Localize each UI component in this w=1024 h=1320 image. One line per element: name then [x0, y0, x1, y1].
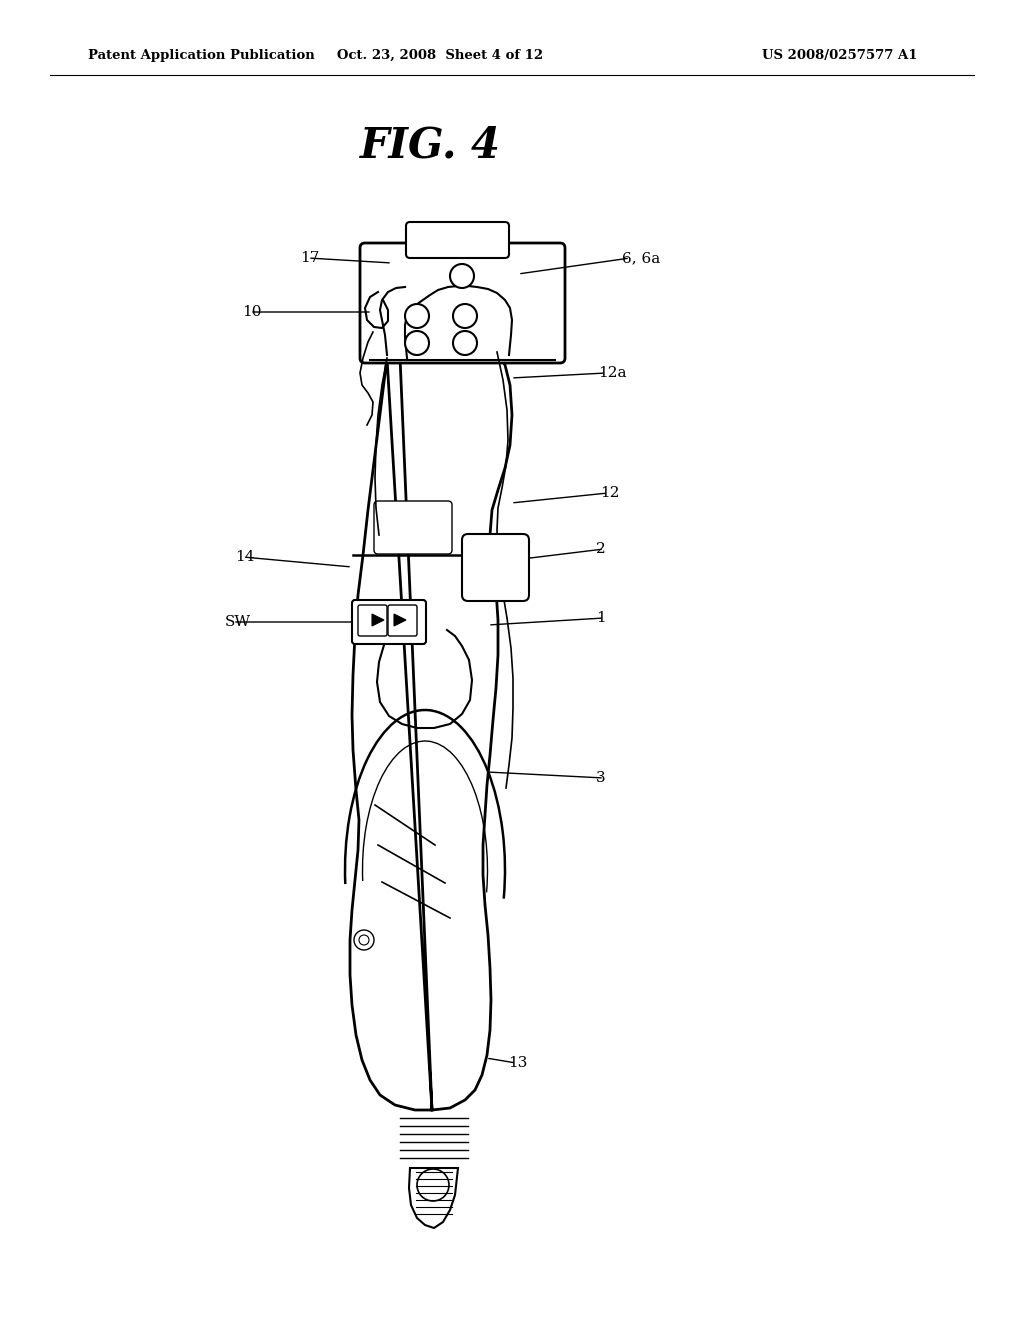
Text: SW: SW: [225, 615, 251, 630]
FancyBboxPatch shape: [462, 535, 529, 601]
FancyBboxPatch shape: [352, 601, 426, 644]
Circle shape: [417, 1170, 449, 1201]
Circle shape: [450, 264, 474, 288]
Text: Patent Application Publication: Patent Application Publication: [88, 49, 314, 62]
Text: 3: 3: [596, 771, 605, 785]
FancyBboxPatch shape: [360, 243, 565, 363]
Text: 14: 14: [234, 550, 255, 564]
Polygon shape: [372, 614, 384, 626]
FancyBboxPatch shape: [374, 502, 452, 554]
Text: 10: 10: [242, 305, 261, 319]
Circle shape: [354, 931, 374, 950]
Text: 12: 12: [600, 486, 620, 500]
Polygon shape: [350, 341, 512, 1110]
Text: US 2008/0257577 A1: US 2008/0257577 A1: [762, 49, 918, 62]
Text: 17: 17: [300, 251, 319, 265]
Text: 13: 13: [508, 1056, 527, 1071]
Polygon shape: [409, 1168, 458, 1228]
Circle shape: [406, 304, 429, 327]
Circle shape: [359, 935, 369, 945]
Circle shape: [406, 331, 429, 355]
Text: 12a: 12a: [598, 366, 627, 380]
FancyBboxPatch shape: [388, 605, 417, 636]
FancyBboxPatch shape: [406, 222, 509, 257]
FancyBboxPatch shape: [358, 605, 387, 636]
Text: 6, 6a: 6, 6a: [622, 251, 660, 265]
Text: 1: 1: [596, 611, 606, 624]
Circle shape: [453, 304, 477, 327]
Polygon shape: [394, 614, 406, 626]
Text: Oct. 23, 2008  Sheet 4 of 12: Oct. 23, 2008 Sheet 4 of 12: [337, 49, 543, 62]
Text: FIG. 4: FIG. 4: [359, 124, 501, 166]
Text: 2: 2: [596, 543, 606, 556]
Circle shape: [453, 331, 477, 355]
